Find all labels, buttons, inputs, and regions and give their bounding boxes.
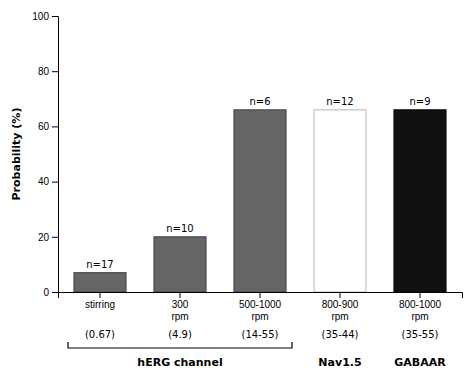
tick: 800-900rpm — [322, 292, 359, 322]
tick-label: 20 — [38, 232, 50, 243]
tick-label: 500-1000rpm — [239, 299, 282, 322]
tick-mark — [260, 292, 261, 298]
tick-label: 40 — [38, 176, 50, 187]
bar — [74, 273, 126, 292]
group-label: GABAAR — [394, 356, 446, 369]
annotations: n=17 n=10 n=6 n=12 n=9 (0.67) (4.9) (14-55) (35-… — [68, 96, 446, 369]
bar-annotation: n=12 — [326, 96, 353, 107]
tick: 100 — [32, 11, 58, 22]
tick-label: 60 — [38, 121, 50, 132]
tick-label: 800-900rpm — [322, 299, 359, 322]
x-axis: stirring 300rpm 500-1000rpm 800-900rpm 800-1… — [59, 292, 463, 322]
bar-annotation: n=9 — [409, 96, 430, 107]
tick: 40 — [38, 176, 58, 187]
bar — [234, 110, 286, 292]
tick: 0 — [43, 287, 58, 298]
tick: 60 — [38, 121, 58, 132]
chart: 0 20 40 60 80 100 stirring 300rpm 500-1000rpm 800… — [0, 0, 474, 384]
sub-label: (14-55) — [242, 329, 279, 340]
bars — [74, 110, 446, 292]
y-axis: 0 20 40 60 80 100 — [32, 11, 58, 298]
tick-label: stirring — [85, 299, 115, 310]
tick-mark — [340, 292, 341, 298]
tick-label: 800-1000rpm — [399, 299, 442, 322]
tick-mark — [52, 237, 58, 238]
tick: 20 — [38, 232, 58, 243]
tick-mark — [100, 292, 101, 298]
bar — [394, 110, 446, 292]
sub-label: (0.67) — [85, 329, 115, 340]
sub-label: (35-44) — [322, 329, 359, 340]
tick: 800-1000rpm — [399, 292, 442, 322]
tick-label: 100 — [32, 11, 49, 22]
group-label: hERG channel — [137, 356, 222, 369]
tick-label: 0 — [43, 287, 49, 298]
tick-label: 80 — [38, 66, 50, 77]
tick-mark — [52, 292, 58, 293]
sub-label: (35-55) — [402, 329, 439, 340]
bar — [154, 237, 206, 292]
sub-label: (4.9) — [168, 329, 192, 340]
tick-label: 300rpm — [171, 299, 188, 322]
bar-annotation: n=6 — [249, 96, 270, 107]
y-axis-label: Probability (%) — [10, 108, 23, 201]
tick: 500-1000rpm — [239, 292, 282, 322]
tick: stirring — [85, 292, 115, 310]
group-label: Nav1.5 — [318, 356, 361, 369]
tick-mark — [52, 182, 58, 183]
group-bracket — [68, 342, 292, 348]
tick: 300rpm — [171, 292, 188, 322]
bar — [314, 110, 366, 292]
bar-annotation: n=17 — [86, 259, 113, 270]
tick-mark — [180, 292, 181, 298]
tick-mark — [52, 16, 58, 17]
axis-domain — [52, 17, 59, 293]
tick-mark — [420, 292, 421, 298]
axis-domain — [59, 293, 463, 299]
tick-mark — [52, 71, 58, 72]
tick-mark — [52, 126, 58, 127]
bar-annotation: n=10 — [166, 223, 193, 234]
tick: 80 — [38, 66, 58, 77]
plot: 0 20 40 60 80 100 stirring 300rpm 500-1000rpm 800… — [32, 11, 462, 369]
